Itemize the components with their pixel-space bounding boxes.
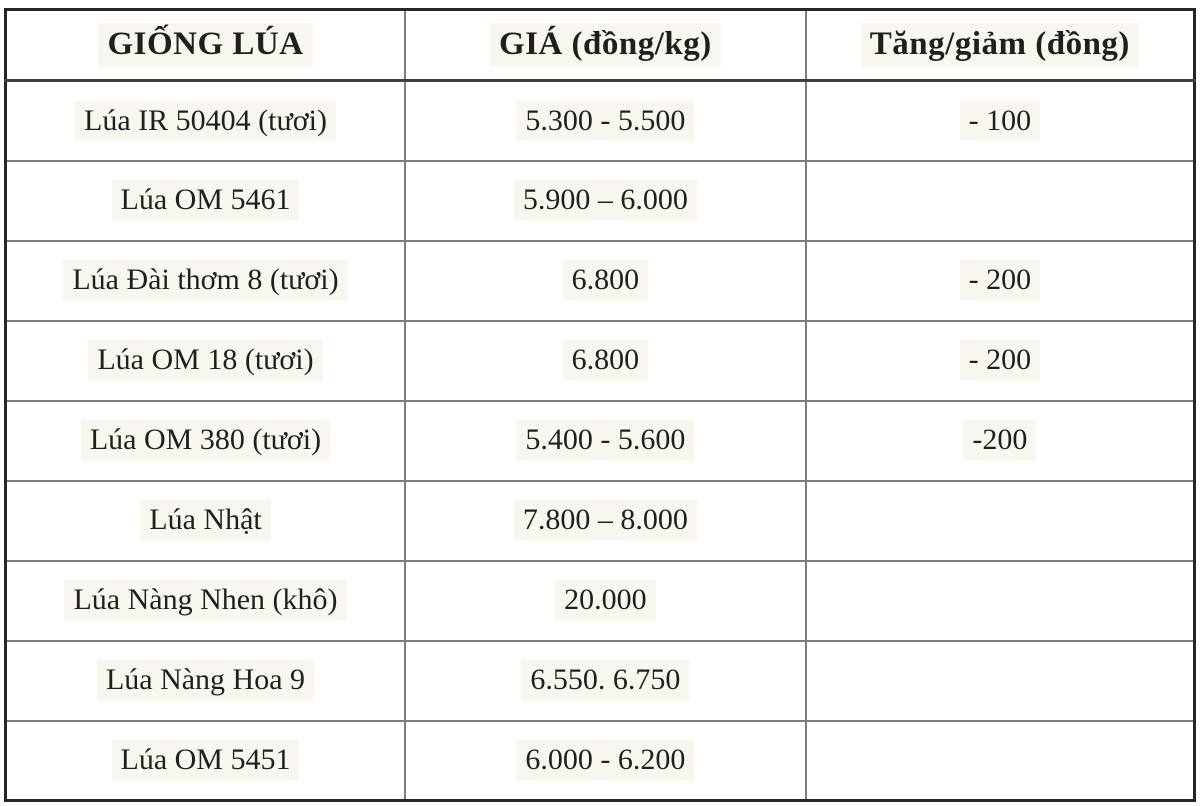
price-value: 6.800 (562, 340, 649, 381)
price-value: 5.300 - 5.500 (516, 100, 695, 141)
header-price: GIÁ (đồng/kg) (404, 8, 807, 82)
variety-cell: Lúa Nhật (4, 479, 406, 562)
rice-price-table: GIỐNG LÚA GIÁ (đồng/kg) Tăng/giảm (đồng)… (4, 8, 1196, 802)
change-value: -200 (963, 420, 1037, 461)
table-row: Lúa Đài thơm 8 (tươi) 6.800 - 200 (4, 239, 1196, 322)
variety-cell: Lúa Đài thơm 8 (tươi) (4, 239, 406, 322)
variety-value: Lúa Nàng Hoa 9 (96, 660, 315, 701)
variety-value: Lúa OM 5461 (111, 180, 300, 221)
table-header-row: GIỐNG LÚA GIÁ (đồng/kg) Tăng/giảm (đồng) (4, 8, 1196, 82)
change-value: - 200 (959, 340, 1041, 381)
table-row: Lúa Nhật 7.800 – 8.000 (4, 479, 1196, 562)
table-row: Lúa OM 5461 5.900 – 6.000 (4, 159, 1196, 242)
price-cell: 6.800 (404, 239, 807, 322)
price-cell: 5.300 - 5.500 (404, 79, 807, 162)
change-cell: - 200 (804, 239, 1196, 322)
variety-cell: Lúa IR 50404 (tươi) (4, 79, 406, 162)
variety-cell: Lúa OM 18 (tươi) (4, 319, 406, 402)
change-cell (804, 639, 1196, 722)
table-row: Lúa OM 380 (tươi) 5.400 - 5.600 -200 (4, 399, 1196, 482)
price-cell: 20.000 (404, 559, 807, 642)
price-cell: 7.800 – 8.000 (404, 479, 807, 562)
change-cell (804, 559, 1196, 642)
change-cell: - 100 (804, 79, 1196, 162)
price-value: 6.550. 6.750 (521, 660, 690, 701)
price-value: 20.000 (555, 580, 656, 621)
price-value: 6.000 - 6.200 (516, 740, 695, 781)
variety-value: Lúa IR 50404 (tươi) (75, 100, 336, 141)
price-cell: 6.550. 6.750 (404, 639, 807, 722)
change-value: - 100 (959, 100, 1041, 141)
variety-cell: Lúa OM 5451 (4, 719, 406, 802)
price-value: 5.400 - 5.600 (516, 420, 695, 461)
price-value: 6.800 (562, 260, 649, 301)
table-row: Lúa IR 50404 (tươi) 5.300 - 5.500 - 100 (4, 79, 1196, 162)
price-cell: 5.400 - 5.600 (404, 399, 807, 482)
change-cell (804, 479, 1196, 562)
variety-cell: Lúa OM 5461 (4, 159, 406, 242)
header-variety-label: GIỐNG LÚA (98, 23, 313, 67)
variety-value: Lúa Nhật (140, 500, 271, 541)
header-change: Tăng/giảm (đồng) (804, 8, 1196, 82)
variety-value: Lúa OM 5451 (111, 740, 300, 781)
price-value: 7.800 – 8.000 (513, 500, 697, 541)
table-row: Lúa Nàng Nhen (khô) 20.000 (4, 559, 1196, 642)
change-cell (804, 719, 1196, 802)
variety-value: Lúa OM 18 (tươi) (88, 340, 323, 381)
price-cell: 5.900 – 6.000 (404, 159, 807, 242)
variety-cell: Lúa Nàng Hoa 9 (4, 639, 406, 722)
change-value: - 200 (959, 260, 1041, 301)
variety-value: Lúa Đài thơm 8 (tươi) (63, 260, 348, 301)
table-row: Lúa Nàng Hoa 9 6.550. 6.750 (4, 639, 1196, 722)
variety-cell: Lúa OM 380 (tươi) (4, 399, 406, 482)
change-cell (804, 159, 1196, 242)
header-change-label: Tăng/giảm (đồng) (860, 23, 1139, 67)
table-row: Lúa OM 18 (tươi) 6.800 - 200 (4, 319, 1196, 402)
variety-cell: Lúa Nàng Nhen (khô) (4, 559, 406, 642)
price-value: 5.900 – 6.000 (513, 180, 697, 221)
price-cell: 6.800 (404, 319, 807, 402)
header-price-label: GIÁ (đồng/kg) (489, 23, 721, 67)
table-row: Lúa OM 5451 6.000 - 6.200 (4, 719, 1196, 802)
change-cell: -200 (804, 399, 1196, 482)
variety-value: Lúa Nàng Nhen (khô) (64, 580, 347, 621)
header-variety: GIỐNG LÚA (4, 8, 406, 82)
variety-value: Lúa OM 380 (tươi) (80, 420, 331, 461)
change-cell: - 200 (804, 319, 1196, 402)
price-cell: 6.000 - 6.200 (404, 719, 807, 802)
